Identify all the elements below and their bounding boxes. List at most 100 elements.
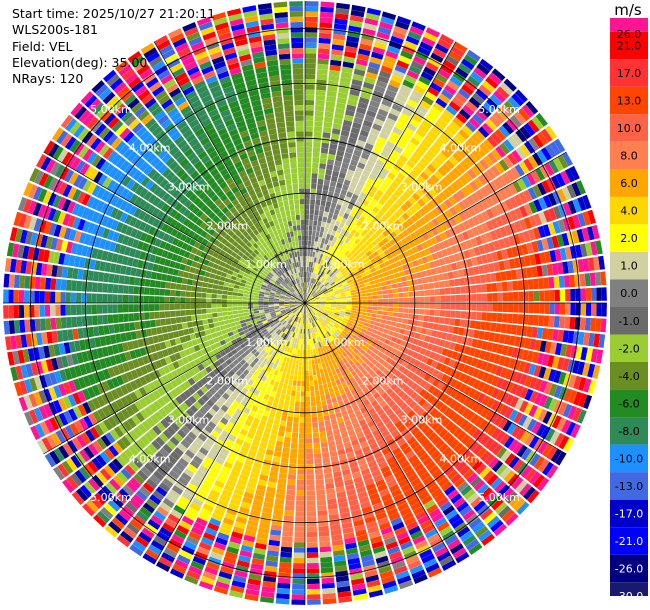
velocity-gate [218, 571, 233, 580]
velocity-gate [376, 248, 384, 255]
velocity-gate [565, 289, 571, 302]
velocity-gate [321, 351, 326, 358]
velocity-gate [392, 312, 399, 317]
velocity-gate [421, 495, 433, 505]
velocity-gate [91, 457, 103, 471]
velocity-gate [272, 423, 279, 431]
velocity-gate [385, 89, 397, 98]
velocity-gate [358, 134, 368, 143]
velocity-gate [451, 334, 458, 343]
velocity-gate [349, 263, 356, 269]
velocity-gate [377, 388, 386, 396]
velocity-gate [554, 433, 565, 447]
velocity-gate [330, 304, 337, 306]
velocity-gate [340, 205, 347, 213]
velocity-gate [372, 502, 384, 511]
velocity-gate [282, 447, 290, 454]
velocity-gate [170, 422, 180, 432]
velocity-gate [337, 372, 343, 379]
velocity-gate [567, 216, 576, 230]
velocity-gate [217, 452, 227, 461]
velocity-gate [494, 228, 503, 239]
velocity-gate [492, 460, 504, 473]
velocity-gate [505, 324, 512, 335]
velocity-gate [414, 252, 422, 260]
velocity-gate [316, 489, 326, 496]
velocity-gate [516, 178, 527, 191]
velocity-gate [250, 422, 259, 430]
velocity-gate [414, 368, 423, 376]
velocity-gate [375, 512, 388, 521]
velocity-gate [407, 473, 419, 483]
velocity-gate [232, 575, 247, 583]
velocity-gate [445, 303, 451, 310]
velocity-gate [368, 369, 375, 376]
velocity-gate [413, 285, 419, 291]
velocity-gate [340, 167, 348, 174]
velocity-gate [433, 453, 445, 464]
velocity-gate [380, 281, 387, 287]
velocity-gate [451, 517, 465, 529]
velocity-gate [352, 73, 364, 82]
velocity-gate [423, 248, 431, 256]
velocity-gate [370, 412, 379, 420]
velocity-gate [565, 303, 571, 315]
velocity-gate [124, 432, 135, 444]
velocity-gate [230, 470, 240, 478]
velocity-gate [370, 535, 383, 544]
velocity-gate [164, 415, 174, 425]
velocity-gate [457, 445, 468, 457]
velocity-gate [501, 249, 509, 260]
velocity-gate [267, 550, 279, 557]
velocity-gate [514, 372, 523, 384]
velocity-gate [382, 60, 395, 69]
velocity-gate [306, 448, 313, 454]
velocity-gate [316, 313, 321, 318]
velocity-gate [367, 105, 379, 113]
velocity-gate [422, 223, 431, 232]
velocity-gate [414, 109, 426, 119]
velocity-gate [278, 572, 291, 579]
velocity-gate [214, 412, 223, 421]
velocity-gate [293, 563, 305, 569]
velocity-gate [430, 159, 441, 170]
velocity-gate [422, 524, 436, 534]
velocity-gate [481, 80, 495, 93]
velocity-gate [438, 317, 445, 324]
velocity-gate [315, 89, 326, 96]
velocity-gate [569, 316, 576, 330]
velocity-gate [429, 145, 440, 155]
velocity-gate [240, 446, 249, 454]
velocity-gate [334, 322, 340, 328]
velocity-gate [502, 121, 515, 135]
velocity-gate [187, 482, 199, 493]
velocity-gate [319, 307, 325, 311]
velocity-gate [258, 380, 265, 387]
velocity-gate [462, 364, 471, 374]
velocity-gate [375, 229, 382, 237]
velocity-gate [410, 530, 424, 540]
velocity-gate [333, 314, 339, 318]
velocity-gate [364, 478, 374, 486]
velocity-gate [467, 366, 475, 376]
velocity-gate [345, 258, 351, 265]
velocity-gate [410, 382, 419, 391]
velocity-gate [364, 142, 374, 151]
velocity-gate [429, 289, 435, 296]
velocity-gate [212, 461, 223, 470]
velocity-gate [362, 81, 375, 90]
velocity-gate [411, 246, 419, 254]
velocity-gate [337, 383, 344, 391]
velocity-gate [369, 442, 379, 450]
velocity-gate [259, 341, 265, 348]
velocity-gate [455, 303, 462, 310]
velocity-gate [381, 493, 392, 502]
velocity-gate [428, 188, 438, 198]
velocity-gate [557, 401, 568, 416]
velocity-gate [406, 70, 420, 80]
velocity-gate [444, 340, 451, 349]
velocity-gate [232, 400, 240, 408]
velocity-gate [418, 315, 424, 321]
velocity-gate [327, 336, 333, 342]
velocity-gate [348, 499, 359, 507]
